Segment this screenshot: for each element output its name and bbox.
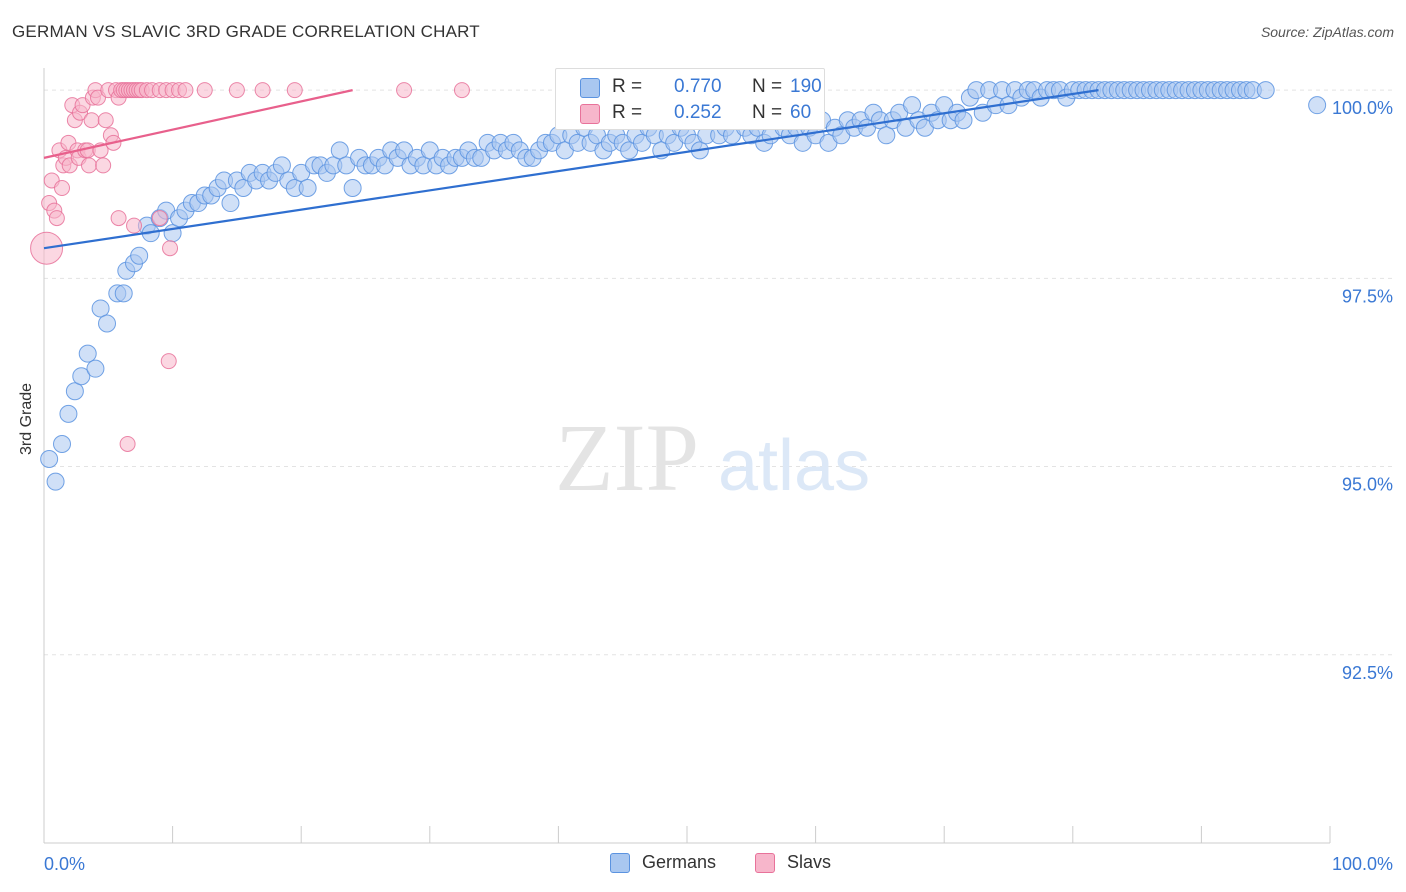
slavs-point [151, 210, 168, 227]
germans-point [954, 111, 973, 130]
germans-point [130, 246, 149, 265]
germans-point [59, 404, 78, 423]
germans-point [53, 434, 72, 453]
watermark: ZIP atlas [555, 404, 870, 511]
tick-labels: 92.5% 95.0% 97.5% 100.0% 0.0% 100.0% [44, 98, 1393, 874]
watermark-atlas: atlas [718, 426, 870, 506]
germans-point [86, 359, 105, 378]
slavs-point [110, 210, 127, 227]
legend-item-germans[interactable]: Germans [610, 852, 716, 873]
n-label: N = [752, 102, 783, 123]
trend-lines [43, 89, 1099, 250]
x-tick-label: 100.0% [1332, 854, 1393, 874]
germans-point [1308, 96, 1327, 115]
slavs-point [286, 82, 303, 99]
slavs-point [81, 157, 98, 174]
legend-label-germans: Germans [642, 852, 717, 872]
stats-legend: R = 0.770 N = 190 R = 0.252 N = 60 [555, 68, 825, 130]
n-value: 190 [790, 76, 822, 97]
bottom-legend: Germans Slavs [0, 852, 1406, 878]
germans-point [272, 156, 291, 175]
germans-swatch [580, 78, 600, 98]
slavs-point [228, 82, 245, 99]
legend-item-slavs[interactable]: Slavs [755, 852, 831, 873]
r-value: 0.770 [674, 76, 722, 97]
series-germans [40, 81, 1327, 491]
series-slavs [30, 82, 470, 452]
x-tick-label: 0.0% [44, 854, 85, 874]
y-tick-label: 97.5% [1342, 286, 1393, 306]
slavs-trend-line [43, 89, 353, 159]
y-tick-label: 92.5% [1342, 663, 1393, 683]
germans-point [72, 367, 91, 386]
slavs-point [126, 217, 143, 234]
germans-point [330, 141, 349, 160]
germans-point [46, 472, 65, 491]
germans-point [298, 178, 317, 197]
watermark-zip: ZIP [555, 404, 699, 511]
slavs-legend-swatch [755, 852, 775, 873]
slavs-point [453, 82, 470, 99]
germans-point [78, 344, 97, 363]
slavs-point [54, 179, 71, 196]
r-label: R = [612, 102, 643, 123]
germans-point [40, 450, 59, 469]
r-label: R = [612, 76, 643, 97]
legend-label-slavs: Slavs [787, 852, 832, 872]
slavs-point [162, 240, 179, 257]
y-tick-label: 100.0% [1332, 98, 1393, 118]
germans-point [98, 314, 117, 333]
germans-point [221, 194, 240, 213]
slavs-point [396, 82, 413, 99]
slavs-point [83, 112, 100, 129]
n-value: 60 [790, 102, 812, 123]
germans-point [65, 382, 84, 401]
germans-point [1256, 81, 1275, 100]
chart-title: GERMAN VS SLAVIC 3RD GRADE CORRELATION C… [12, 22, 480, 41]
slavs-point [196, 82, 213, 99]
germans-point [903, 96, 922, 115]
germans-point [91, 299, 110, 318]
slavs-swatch [580, 104, 600, 124]
slavs-point [95, 157, 112, 174]
slavs-point [119, 435, 136, 452]
slavs-point [177, 82, 194, 99]
slavs-point [48, 210, 65, 227]
r-value: 0.252 [674, 102, 722, 123]
source-credit: Source: ZipAtlas.com [1260, 24, 1394, 40]
germans-point [877, 126, 896, 145]
n-label: N = [752, 76, 783, 97]
slavs-point [254, 82, 271, 99]
y-tick-label: 95.0% [1342, 475, 1393, 495]
germans-point [114, 284, 133, 303]
germans-legend-swatch [610, 852, 630, 873]
slavs-point [97, 112, 114, 129]
slavs-point [160, 353, 177, 370]
germans-trend-line [43, 89, 1099, 250]
germans-point [343, 178, 362, 197]
y-axis-label: 3rd Grade [18, 382, 35, 455]
